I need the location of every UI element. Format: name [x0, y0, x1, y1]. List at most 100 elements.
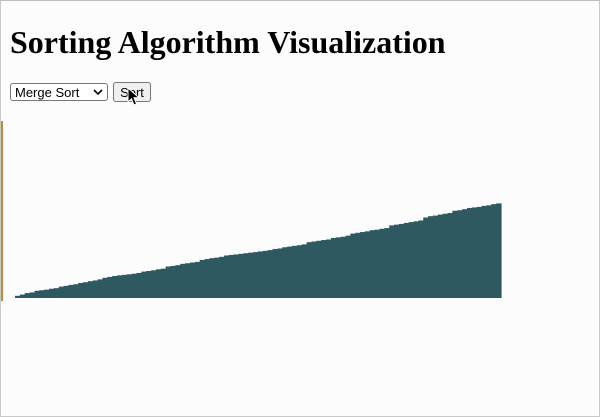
controls-row: Merge Sort Sort	[10, 81, 151, 103]
bar	[170, 265, 176, 298]
chevron-down-icon	[93, 86, 103, 98]
bar	[350, 233, 356, 298]
bar	[141, 271, 147, 298]
bar	[112, 276, 118, 298]
bar	[24, 293, 31, 298]
bar	[262, 250, 269, 298]
bar	[335, 237, 342, 298]
bar	[272, 249, 279, 298]
bar	[437, 214, 444, 298]
bar	[39, 290, 45, 298]
bar	[185, 263, 191, 298]
bar	[19, 294, 26, 298]
bar	[418, 220, 424, 298]
bar	[282, 247, 288, 298]
bar	[476, 206, 483, 298]
bar	[121, 274, 128, 298]
bar	[83, 282, 89, 298]
bar	[131, 273, 138, 298]
bar	[204, 259, 210, 298]
bar	[97, 279, 104, 298]
bar	[228, 254, 235, 298]
bar	[326, 239, 332, 298]
bar	[238, 253, 245, 298]
bar	[209, 258, 215, 298]
bar	[87, 281, 94, 298]
bar	[53, 288, 60, 298]
bar	[267, 250, 274, 298]
bar	[29, 292, 36, 298]
bar	[389, 225, 395, 298]
bar	[369, 230, 376, 298]
bar	[219, 256, 225, 298]
bar	[180, 263, 186, 298]
bar	[355, 232, 361, 298]
bar	[151, 270, 157, 298]
bar	[296, 245, 303, 298]
bar	[345, 235, 351, 298]
window-edge-strip	[1, 121, 3, 301]
bar	[223, 255, 230, 298]
bar	[413, 221, 419, 298]
bar	[165, 266, 172, 298]
bar	[277, 248, 283, 298]
bar	[63, 285, 70, 298]
bar	[68, 284, 74, 298]
bar	[403, 222, 410, 298]
bar	[423, 217, 429, 298]
bar	[58, 286, 65, 298]
bar	[102, 277, 108, 298]
bar	[321, 240, 327, 298]
bar	[462, 209, 468, 298]
bar	[258, 251, 264, 298]
bar	[428, 216, 434, 298]
bar	[107, 276, 113, 298]
bar	[126, 274, 133, 298]
bar	[374, 229, 381, 298]
bar	[189, 262, 196, 298]
bar	[155, 269, 162, 298]
bar	[253, 252, 259, 298]
algorithm-select-value: Merge Sort	[15, 84, 80, 100]
bar	[311, 241, 317, 298]
bar	[287, 246, 293, 298]
bar	[301, 244, 308, 298]
bar	[452, 210, 458, 298]
bar	[34, 290, 40, 298]
bar	[496, 203, 502, 298]
bar	[398, 223, 405, 298]
bar	[214, 257, 220, 298]
bar	[471, 207, 478, 298]
bar	[44, 289, 50, 298]
bar	[194, 261, 201, 298]
mouse-pointer-icon	[127, 87, 141, 106]
bar	[175, 265, 181, 298]
bar	[379, 228, 385, 298]
bar	[146, 270, 152, 298]
bar	[243, 253, 249, 298]
bar	[292, 245, 298, 298]
bar	[481, 205, 488, 298]
bar	[457, 210, 463, 298]
bar	[384, 228, 390, 298]
page-title: Sorting Algorithm Visualization	[10, 24, 446, 60]
bar	[432, 215, 439, 298]
bar	[316, 240, 322, 298]
bar	[364, 231, 371, 298]
bar	[306, 242, 313, 298]
bar	[408, 222, 415, 298]
bar	[49, 288, 55, 298]
bar	[233, 254, 240, 298]
algorithm-select[interactable]: Merge Sort	[10, 83, 108, 101]
bar	[78, 282, 84, 298]
bar	[491, 204, 497, 298]
bar	[447, 213, 453, 298]
bar	[360, 232, 366, 298]
bar	[160, 268, 167, 298]
bar	[394, 224, 400, 298]
bar	[330, 237, 337, 298]
bar	[199, 259, 206, 298]
bar	[340, 236, 347, 298]
bar	[117, 275, 123, 298]
